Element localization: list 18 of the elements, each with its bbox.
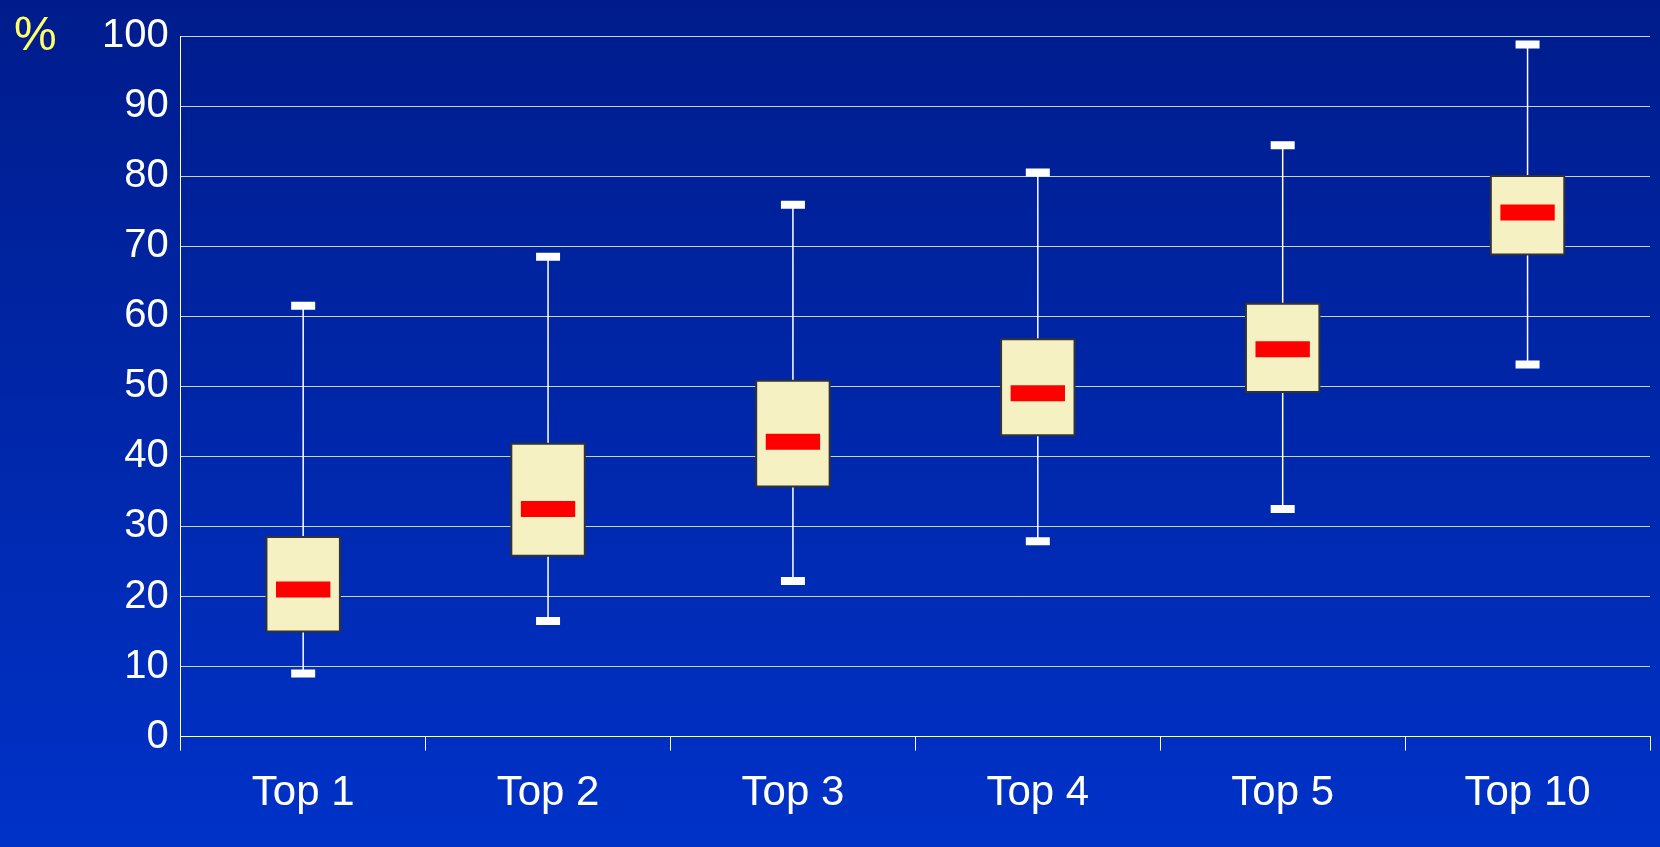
x-tick-label: Top 5 [1231,767,1335,815]
y-tick-label: 30 [124,501,169,546]
y-tick-label: 90 [124,81,169,126]
y-tick-label: 20 [124,571,169,616]
x-tick-label: Top 1 [251,767,355,815]
y-tick-label: 40 [124,431,169,476]
y-tick-label: 100 [101,11,169,56]
y-tick-label: 50 [124,361,169,406]
y-tick-label: 0 [146,711,169,756]
x-tick-label: Top 10 [1464,767,1591,815]
x-tick-label: Top 3 [741,767,845,815]
y-tick-label: 80 [124,151,169,196]
y-tick-label: 70 [124,221,169,266]
y-tick-label: 10 [124,641,169,686]
x-tick-label: Top 2 [496,767,600,815]
y-tick-label: 60 [124,291,169,336]
y-axis-title: % [14,6,57,61]
x-tick-label: Top 4 [986,767,1090,815]
